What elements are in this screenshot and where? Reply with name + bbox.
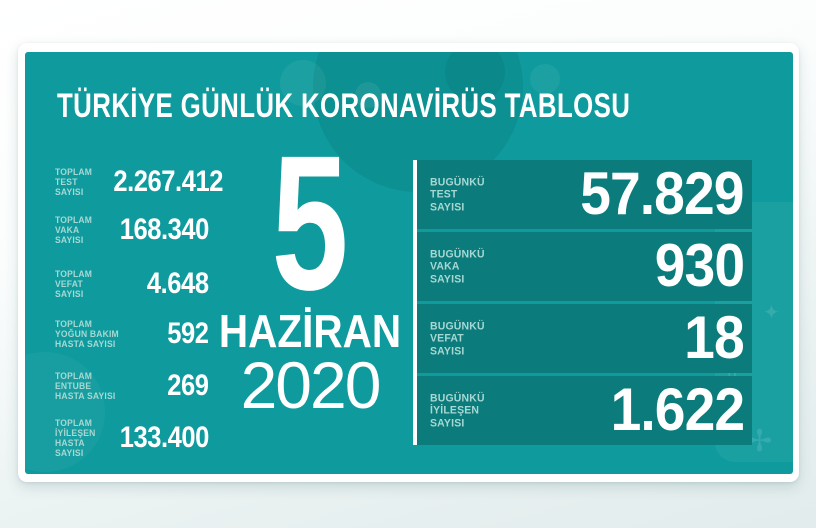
virus-blob-decoration <box>355 82 381 108</box>
total-icu-value: 592 <box>167 317 210 350</box>
total-tests-value: 2.267.412 <box>113 165 224 198</box>
virus-blob-decoration <box>280 60 326 106</box>
date-day: 5 <box>271 115 349 330</box>
total-recovered-label: TOPLAM İYİLEŞEN HASTA SAYISI <box>55 418 96 458</box>
daily-deaths-label: BUGÜNKÜ VEFAT SAYISI <box>430 319 485 357</box>
daily-column-accent-stripe <box>413 160 417 445</box>
daily-recovered-value: 1.622 <box>610 375 744 443</box>
total-deaths-value: 4.648 <box>147 267 209 300</box>
total-cases-value: 168.340 <box>119 213 210 246</box>
daily-tests-label: BUGÜNKÜ TEST SAYISI <box>430 175 485 213</box>
daily-recovered-box: BUGÜNKÜ İYİLEŞEN SAYISI 1.622 <box>417 376 752 445</box>
total-icu-label: TOPLAM YOĞUN BAKIM HASTA SAYISI <box>55 319 119 349</box>
total-tests-label: TOPLAM TEST SAYISI <box>55 167 93 197</box>
page-title: TÜRKİYE GÜNLÜK KORONAVİRÜS TABLOSU <box>57 87 631 125</box>
daily-tests-box: BUGÜNKÜ TEST SAYISI 57.829 <box>417 160 752 229</box>
total-cases-label: TOPLAM VAKA SAYISI <box>55 215 93 245</box>
daily-recovered-label: BUGÜNKÜ İYİLEŞEN SAYISI <box>430 391 485 429</box>
total-deaths-row: TOPLAM VEFAT SAYISI 4.648 <box>55 266 209 302</box>
daily-stats-column: BUGÜNKÜ TEST SAYISI 57.829 BUGÜNKÜ VAKA … <box>417 160 752 448</box>
coronavirus-daily-table-card: ✶ ✦ ☾ ✢ TÜRKİYE GÜNLÜK KORONAVİRÜS TABLO… <box>25 52 793 474</box>
total-recovered-row: TOPLAM İYİLEŞEN HASTA SAYISI 133.400 <box>55 418 210 458</box>
daily-cases-box: BUGÜNKÜ VAKA SAYISI 930 <box>417 232 752 301</box>
total-recovered-value: 133.400 <box>119 421 210 454</box>
daily-deaths-box: BUGÜNKÜ VEFAT SAYISI 18 <box>417 304 752 373</box>
total-icu-row: TOPLAM YOĞUN BAKIM HASTA SAYISI 592 <box>55 316 209 352</box>
total-intubated-row: TOPLAM ENTUBE HASTA SAYISI 269 <box>55 368 209 404</box>
report-date: 5 HAZİRAN 2020 <box>203 115 417 422</box>
total-intubated-label: TOPLAM ENTUBE HASTA SAYISI <box>55 371 116 401</box>
total-intubated-value: 269 <box>167 369 210 402</box>
date-month: HAZİRAN <box>218 305 402 357</box>
date-year: 2020 <box>240 348 382 422</box>
virus-blob-decoration <box>530 64 560 94</box>
star-small-icon: ✦ <box>763 302 780 324</box>
total-deaths-label: TOPLAM VEFAT SAYISI <box>55 269 93 299</box>
virus-blob-decoration <box>445 52 505 102</box>
daily-cases-label: BUGÜNKÜ VAKA SAYISI <box>430 247 485 285</box>
daily-deaths-value: 18 <box>684 303 744 371</box>
total-cases-row: TOPLAM VAKA SAYISI 168.340 <box>55 212 209 248</box>
daily-tests-value: 57.829 <box>580 159 745 227</box>
daily-cases-value: 930 <box>654 231 745 299</box>
total-tests-row: TOPLAM TEST SAYISI 2.267.412 <box>55 164 223 200</box>
